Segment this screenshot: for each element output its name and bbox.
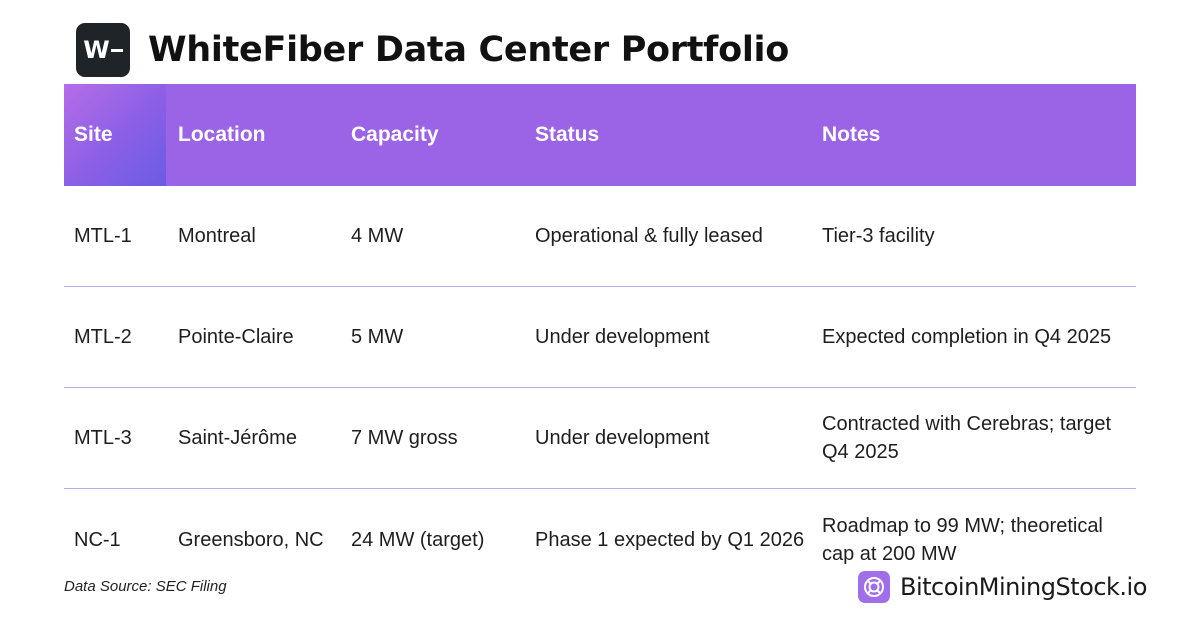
- cell-notes: Contracted with Cerebras; target Q4 2025: [822, 413, 1112, 463]
- portfolio-table: Site Location Capacity Status Notes MTL-…: [64, 84, 1136, 590]
- data-source-note: Data Source: SEC Filing: [64, 578, 227, 595]
- table-row: MTL-3 Saint-Jérôme 7 MW gross Under deve…: [64, 388, 1136, 489]
- cell-location: Pointe-Claire: [178, 326, 294, 348]
- cell-site: NC-1: [74, 528, 121, 551]
- cell-notes: Tier-3 facility: [822, 225, 935, 247]
- cell-location: Greensboro, NC: [178, 528, 324, 551]
- brand-mark: BitcoinMiningStock.io: [858, 571, 1147, 603]
- cell-status: Under development: [535, 427, 710, 449]
- header: W WhiteFiber Data Center Portfolio: [76, 22, 789, 78]
- cell-capacity: 4 MW: [351, 225, 404, 247]
- cell-capacity: 7 MW gross: [351, 427, 458, 449]
- table-row: MTL-1 Montreal 4 MW Operational & fully …: [64, 186, 1136, 287]
- logo-text: W: [83, 36, 110, 64]
- cell-status: Operational & fully leased: [535, 225, 763, 247]
- column-header-site: Site: [74, 123, 113, 146]
- table-row: NC-1 Greensboro, NC 24 MW (target) Phase…: [64, 489, 1136, 590]
- table-header-row: Site Location Capacity Status Notes: [64, 84, 1136, 186]
- column-header-status: Status: [535, 123, 600, 146]
- logo-underscore: [110, 48, 123, 52]
- table-row: MTL-2 Pointe-Claire 5 MW Under developme…: [64, 287, 1136, 388]
- cell-site: MTL-2: [74, 326, 132, 348]
- cell-status: Under development: [535, 326, 710, 348]
- column-header-notes: Notes: [822, 123, 881, 146]
- column-header-location: Location: [178, 123, 266, 146]
- cell-notes: Expected completion in Q4 2025: [822, 326, 1112, 348]
- cell-capacity: 5 MW: [351, 326, 404, 348]
- brand-name: BitcoinMiningStock.io: [900, 573, 1147, 601]
- whitefiber-logo: W: [76, 23, 130, 77]
- cell-location: Saint-Jérôme: [178, 427, 297, 449]
- cell-status: Phase 1 expected by Q1 2026: [535, 528, 805, 551]
- bitcoin-mining-logo-icon: [858, 571, 890, 603]
- cell-capacity: 24 MW (target): [351, 528, 485, 551]
- cell-site: MTL-3: [74, 427, 132, 449]
- cell-notes: Roadmap to 99 MW; theoretical cap at 200…: [822, 514, 1103, 565]
- site-header-gradient: [64, 84, 166, 186]
- cell-site: MTL-1: [74, 225, 132, 247]
- cell-location: Montreal: [178, 225, 256, 247]
- column-header-capacity: Capacity: [351, 123, 439, 146]
- page-title: WhiteFiber Data Center Portfolio: [148, 30, 789, 70]
